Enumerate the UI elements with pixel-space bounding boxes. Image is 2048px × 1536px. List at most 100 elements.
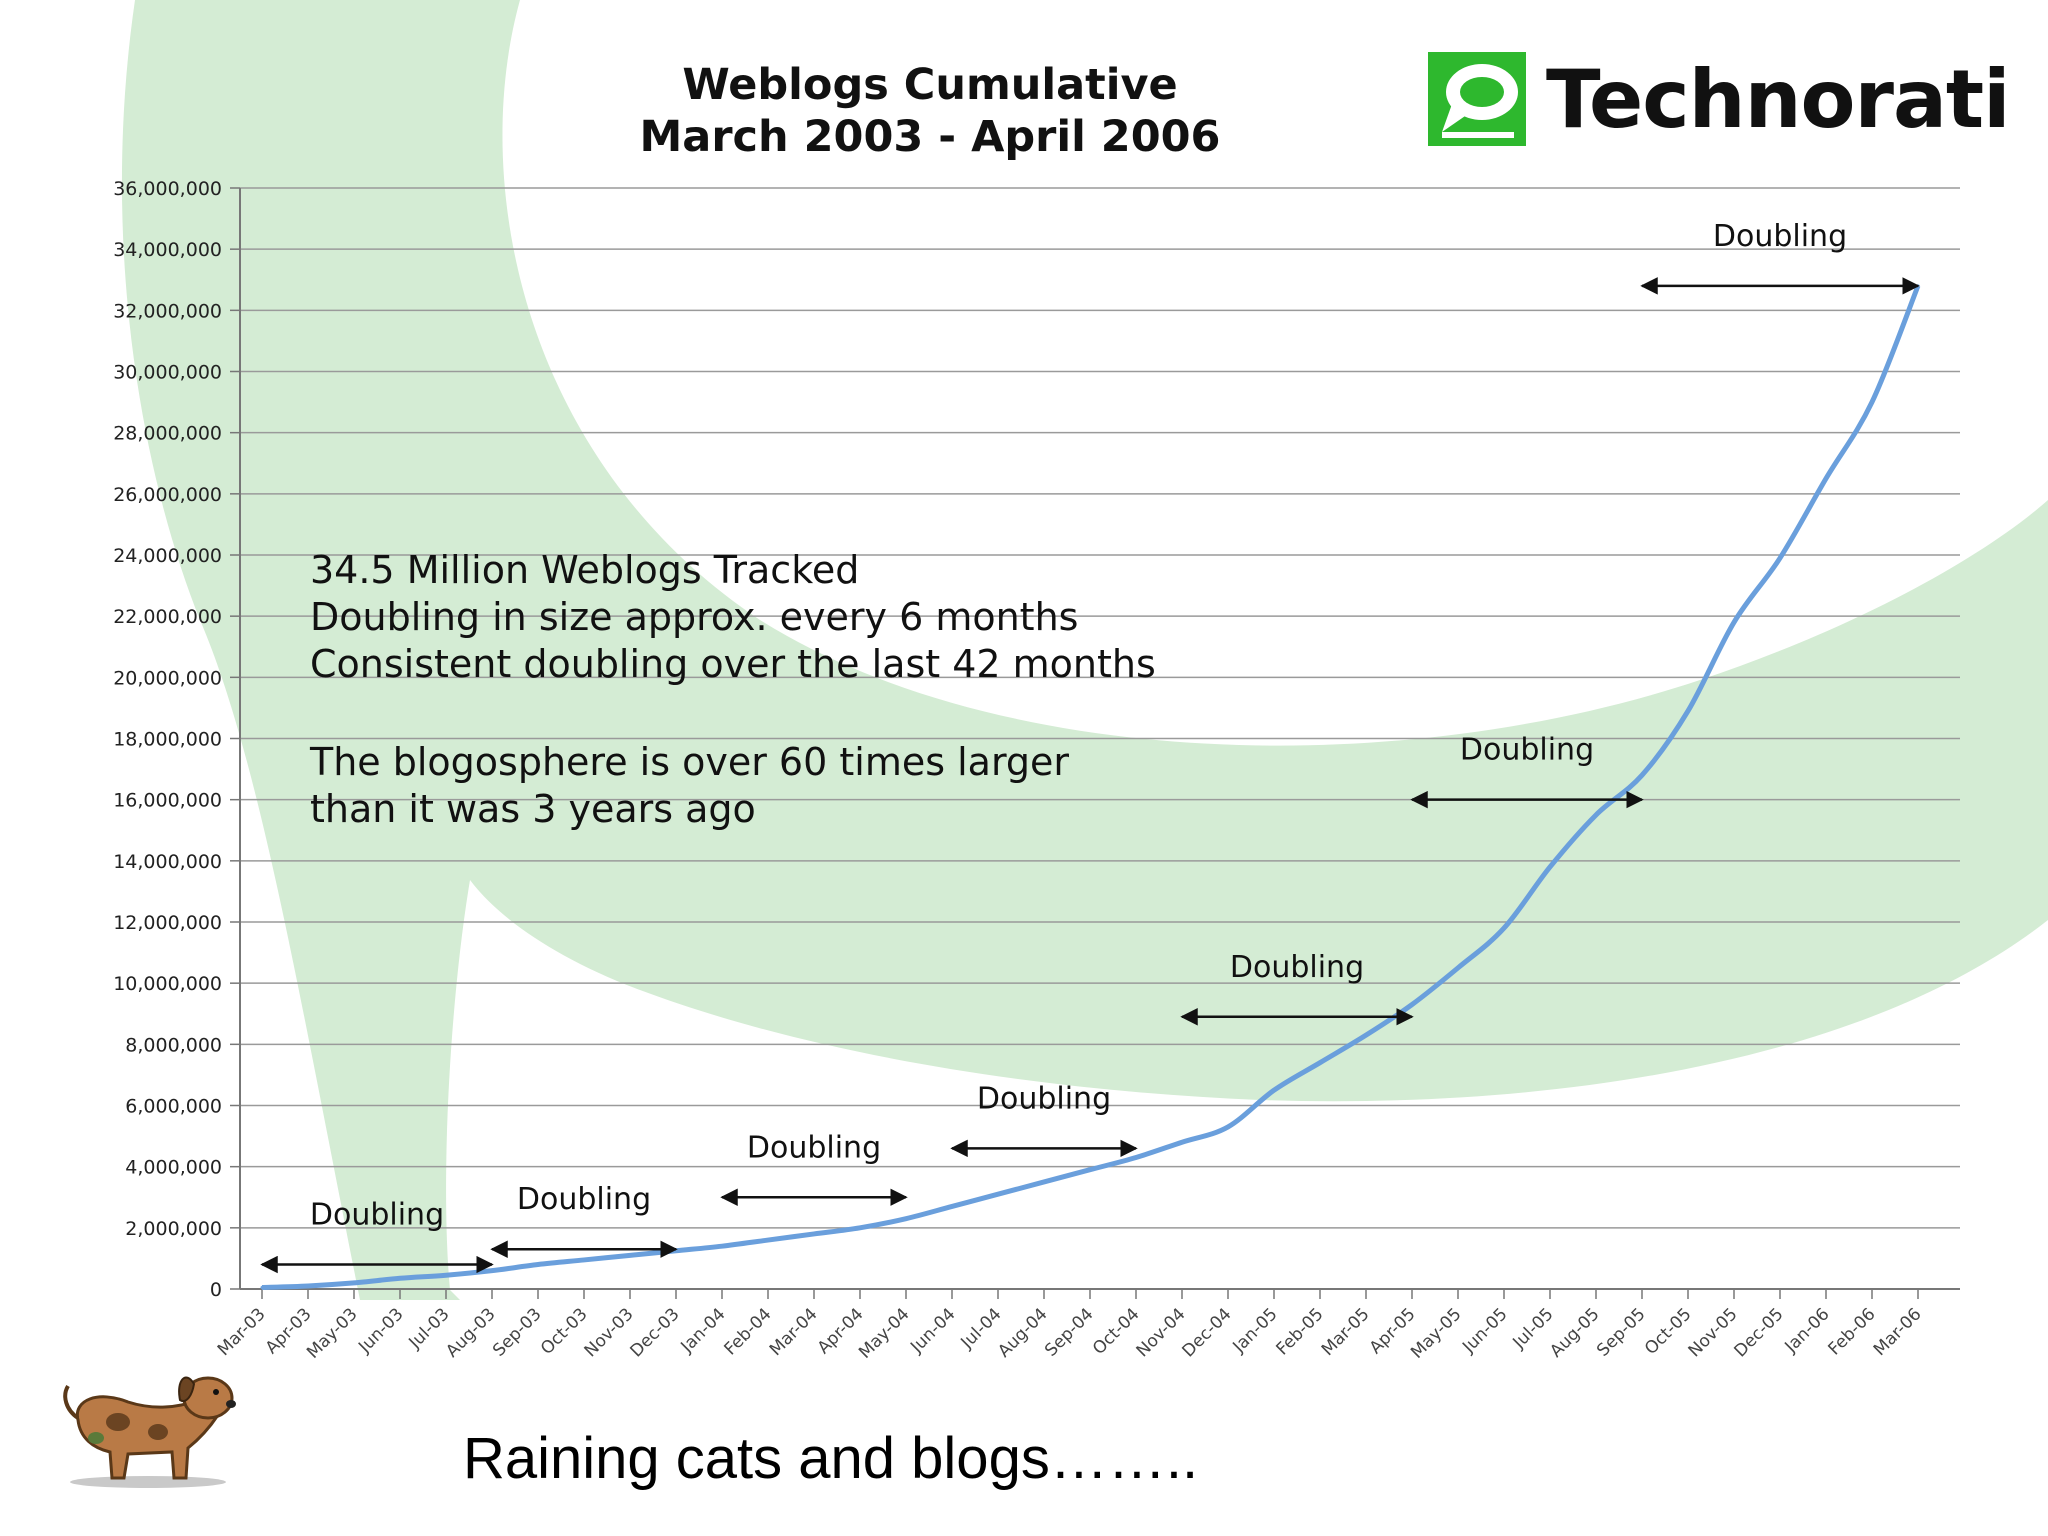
- doubling-label: Doubling: [747, 1130, 881, 1165]
- data-point: [812, 1232, 816, 1236]
- axes: [239, 188, 1960, 1290]
- y-tick-label: 16,000,000: [113, 790, 222, 812]
- x-tick-label: Dec-03: [626, 1304, 683, 1361]
- y-tick-label: 26,000,000: [113, 484, 222, 506]
- data-point: [950, 1204, 954, 1208]
- x-tick-label: Mar-04: [766, 1304, 822, 1360]
- y-tick-label: 36,000,000: [113, 178, 222, 200]
- doubling-annotations: Doubling Doubling Doubling Doubling Doubling…: [260, 219, 1920, 1274]
- y-tick-label: 30,000,000: [113, 362, 222, 384]
- y-tick-label: 34,000,000: [113, 239, 222, 261]
- data-point: [490, 1269, 494, 1273]
- x-tick-label: Dec-05: [1730, 1304, 1787, 1361]
- x-tick-label: Feb-06: [1824, 1304, 1879, 1359]
- y-tick-label: 28,000,000: [113, 423, 222, 445]
- note-line-2: Doubling in size approx. every 6 months: [310, 595, 1079, 639]
- data-point: [352, 1281, 356, 1285]
- data-point: [1640, 773, 1644, 777]
- data-point: [306, 1284, 310, 1288]
- data-point: [1134, 1155, 1138, 1159]
- data-point: [996, 1192, 1000, 1196]
- y-tick-label: 14,000,000: [113, 851, 222, 873]
- swirl-shape: [121, 0, 2048, 1300]
- data-point: [1824, 477, 1828, 481]
- y-tick-label: 12,000,000: [113, 912, 222, 934]
- chart-title-line1: Weblogs Cumulative: [682, 60, 1178, 110]
- note-line-5: than it was 3 years ago: [310, 787, 756, 831]
- doubling-label: Doubling: [517, 1182, 651, 1217]
- data-point: [766, 1238, 770, 1242]
- data-point: [1548, 865, 1552, 869]
- x-tick-label: Sep-03: [489, 1304, 545, 1360]
- x-tick-label: Mar-06: [1870, 1304, 1926, 1360]
- cartoon-dog-icon: [63, 1376, 236, 1488]
- data-point: [444, 1273, 448, 1277]
- data-point: [628, 1253, 632, 1257]
- data-point: [1410, 1003, 1414, 1007]
- technorati-speech-bubble-icon: [1428, 52, 1526, 146]
- gridlines: [240, 187, 1960, 1229]
- y-tick-label: 18,000,000: [113, 729, 222, 751]
- slide-caption: Raining cats and blogs……..: [463, 1426, 1199, 1491]
- data-point: [536, 1263, 540, 1267]
- data-point: [1272, 1088, 1276, 1092]
- data-point: [1870, 400, 1874, 404]
- doubling-label: Doubling: [977, 1081, 1111, 1116]
- note-line-3: Consistent doubling over the last 42 mon…: [310, 642, 1156, 686]
- y-tick-label: 24,000,000: [113, 545, 222, 567]
- x-tick-label: Jan-05: [1229, 1304, 1282, 1357]
- x-tick-label: Nov-05: [1685, 1304, 1742, 1361]
- x-tick-label: Jan-04: [677, 1304, 730, 1357]
- doubling-label: Doubling: [1230, 950, 1364, 985]
- x-tick-label: Nov-03: [581, 1304, 638, 1361]
- data-point: [1686, 709, 1690, 713]
- data-point: [858, 1226, 862, 1230]
- y-tick-label: 4,000,000: [125, 1157, 222, 1179]
- doubling-label: Doubling: [1713, 219, 1847, 254]
- data-point: [582, 1258, 586, 1262]
- y-tick-label: 32,000,000: [113, 300, 222, 322]
- x-tick-label: Feb-05: [1272, 1304, 1327, 1359]
- data-point: [1318, 1061, 1322, 1065]
- note-line-1: 34.5 Million Weblogs Tracked: [310, 548, 860, 592]
- data-point: [1180, 1140, 1184, 1144]
- x-tick-label: May-03: [303, 1304, 361, 1362]
- data-point: [1456, 966, 1460, 970]
- x-axis-ticks: Mar-03Apr-03May-03Jun-03Jul-03Aug-03Sep-…: [214, 1289, 1926, 1363]
- data-point: [260, 1285, 264, 1289]
- x-tick-label: Jun-04: [906, 1304, 959, 1357]
- x-tick-label: Aug-03: [442, 1304, 499, 1361]
- data-point: [1778, 556, 1782, 560]
- data-point: [1594, 813, 1598, 817]
- doubling-label: Doubling: [1460, 733, 1594, 768]
- series-line: [260, 284, 1921, 1290]
- x-tick-label: May-04: [855, 1304, 913, 1362]
- data-point: [1088, 1168, 1092, 1172]
- data-point: [398, 1276, 402, 1280]
- note-line-4: The blogosphere is over 60 times larger: [310, 740, 1070, 784]
- y-tick-label: 6,000,000: [125, 1096, 222, 1118]
- technorati-logo: Technorati: [1428, 50, 2011, 150]
- data-point: [720, 1244, 724, 1248]
- y-tick-label: 2,000,000: [125, 1218, 222, 1240]
- x-tick-label: Aug-04: [994, 1304, 1051, 1361]
- data-point: [1502, 926, 1506, 930]
- logo-wordmark: Technorati: [1546, 53, 2011, 146]
- y-tick-label: 22,000,000: [113, 606, 222, 628]
- data-point: [1732, 620, 1736, 624]
- x-tick-label: Jun-05: [1458, 1304, 1511, 1357]
- x-tick-label: Sep-05: [1593, 1304, 1649, 1360]
- y-tick-label: 8,000,000: [125, 1034, 222, 1056]
- x-tick-label: Mar-03: [214, 1304, 270, 1360]
- x-tick-label: Aug-05: [1546, 1304, 1603, 1361]
- y-axis-ticks: 0 2,000,000 4,000,000 6,000,000 8,000,000 10,…: [113, 178, 240, 1301]
- x-tick-label: Mar-05: [1318, 1304, 1374, 1360]
- y-tick-label: 20,000,000: [113, 667, 222, 689]
- data-point: [1042, 1180, 1046, 1184]
- x-tick-label: Jan-06: [1781, 1304, 1834, 1357]
- x-tick-label: Feb-04: [720, 1304, 775, 1359]
- x-tick-label: Jun-03: [354, 1304, 407, 1357]
